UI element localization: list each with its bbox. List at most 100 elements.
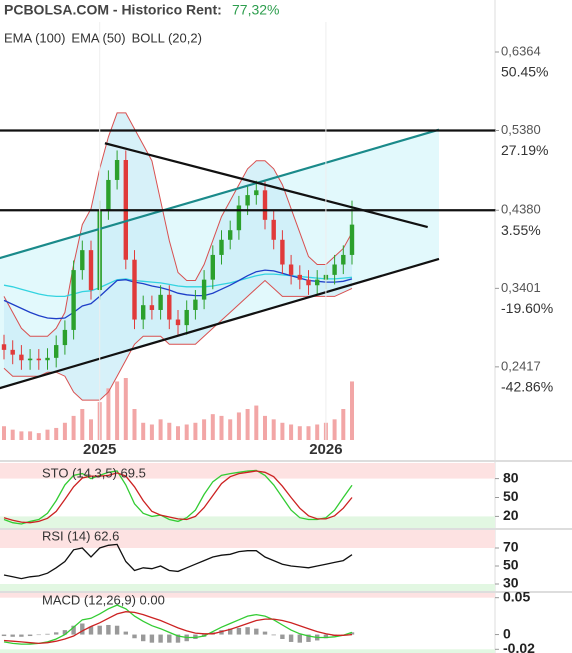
y-tick-label: 20 xyxy=(503,507,519,523)
y-tick-label: 0,4380 xyxy=(501,202,541,217)
candle-body xyxy=(149,305,155,310)
candle-body xyxy=(54,345,59,358)
candle-body xyxy=(132,259,137,320)
y-tick-label: 0 xyxy=(503,625,511,641)
candle-body xyxy=(193,299,198,310)
volume-bar xyxy=(45,429,50,440)
candle-body xyxy=(10,349,15,355)
histogram-bar xyxy=(228,628,233,635)
y-tick-label: 50 xyxy=(503,488,519,504)
volume-bar xyxy=(89,419,93,440)
volume-bar xyxy=(62,422,67,440)
histogram-bar xyxy=(1,634,7,637)
histogram-bar xyxy=(158,634,163,643)
candle-body xyxy=(315,279,320,286)
panel-title: RSI (14) 62.6 xyxy=(42,528,119,543)
candle-body xyxy=(80,250,85,271)
candle-body xyxy=(297,274,302,280)
volume-bar xyxy=(19,431,24,440)
candle-body xyxy=(45,357,50,361)
volume-bar xyxy=(71,415,76,440)
histogram-bar xyxy=(297,634,302,643)
x-tick-label: 2025 xyxy=(83,441,116,458)
volume-bar xyxy=(341,409,346,440)
overbought-zone xyxy=(0,593,495,598)
volume-bar xyxy=(158,419,163,440)
candle-body xyxy=(306,279,311,286)
indicator-line xyxy=(3,469,353,525)
volume-bar xyxy=(167,422,172,440)
volume-bar xyxy=(10,429,15,440)
volume-bar xyxy=(315,424,320,440)
candle-body xyxy=(228,230,233,240)
volume-bar xyxy=(236,412,241,440)
candle-body xyxy=(114,160,120,180)
candle-body xyxy=(271,219,276,240)
y2-tick-label: 50.45% xyxy=(501,64,548,80)
y2-tick-label: 3.55% xyxy=(501,222,541,238)
volume-bar xyxy=(184,424,189,440)
y2-tick-label: -19.60% xyxy=(501,300,553,316)
indicator-line xyxy=(3,470,353,524)
candle-body xyxy=(141,305,146,320)
volume-bar xyxy=(115,381,120,440)
volume-bar xyxy=(123,378,128,440)
histogram-bar xyxy=(27,634,33,637)
histogram-bar xyxy=(54,632,59,635)
oversold-zone xyxy=(0,649,495,653)
trendline xyxy=(0,128,440,260)
volume-bar xyxy=(297,426,302,440)
volume-bar xyxy=(210,414,215,440)
candle-body xyxy=(167,294,172,320)
candle-body xyxy=(341,254,346,265)
volume-bar xyxy=(280,422,285,440)
volume-bar xyxy=(54,427,59,440)
candle-body xyxy=(219,239,224,255)
candle-body xyxy=(175,319,181,326)
legend-entry: BOLL (20,2) xyxy=(132,30,202,45)
histogram-bar xyxy=(167,634,172,643)
histogram-bar xyxy=(132,634,137,639)
volume-bar xyxy=(141,422,146,440)
indicator-line xyxy=(3,543,353,580)
histogram-bar xyxy=(175,634,181,643)
y-tick-label: 50 xyxy=(503,557,519,573)
volume-bar xyxy=(132,409,137,440)
volume-bar xyxy=(149,424,154,440)
histogram-bar xyxy=(123,631,128,635)
chart-subtitle: 77,32% xyxy=(232,2,279,18)
plot-layer: 0,6364 0,5380 0,4380 0,3401 0,2417 50.45% 27.1… xyxy=(0,22,553,653)
histogram-bar xyxy=(149,634,155,643)
panel-title: MACD (12,26,9) 0.00 xyxy=(42,592,165,607)
histogram-bar xyxy=(245,627,250,635)
candle-body xyxy=(36,358,41,361)
histogram-bar xyxy=(254,628,259,635)
volume-bar xyxy=(202,419,207,440)
y-tick-label: 30 xyxy=(503,575,519,591)
histogram-bar xyxy=(36,634,41,636)
histogram-bar xyxy=(80,623,85,635)
volume-bar xyxy=(2,426,6,440)
candle-body xyxy=(201,279,207,300)
volume-bar xyxy=(271,419,276,440)
candle-body xyxy=(288,264,294,275)
volume-bar xyxy=(193,422,198,440)
candle-body xyxy=(71,270,76,330)
histogram-bar xyxy=(236,627,242,635)
volume-bar xyxy=(219,415,224,440)
candle-body xyxy=(236,205,242,231)
histogram-bar xyxy=(45,633,50,635)
candle-body xyxy=(19,354,24,361)
volume-bar xyxy=(228,419,233,440)
candle-body xyxy=(106,179,111,211)
candle-body xyxy=(332,264,337,275)
bollinger-lower xyxy=(3,279,353,401)
candle-body xyxy=(27,358,33,361)
y2-tick-label: 27.19% xyxy=(501,142,548,158)
candle-body xyxy=(184,309,189,326)
x-tick-label: 2026 xyxy=(309,441,342,458)
volume-bar xyxy=(36,433,41,440)
trendline xyxy=(104,142,428,229)
volume-bar xyxy=(80,409,85,440)
histogram-bar xyxy=(193,634,198,639)
